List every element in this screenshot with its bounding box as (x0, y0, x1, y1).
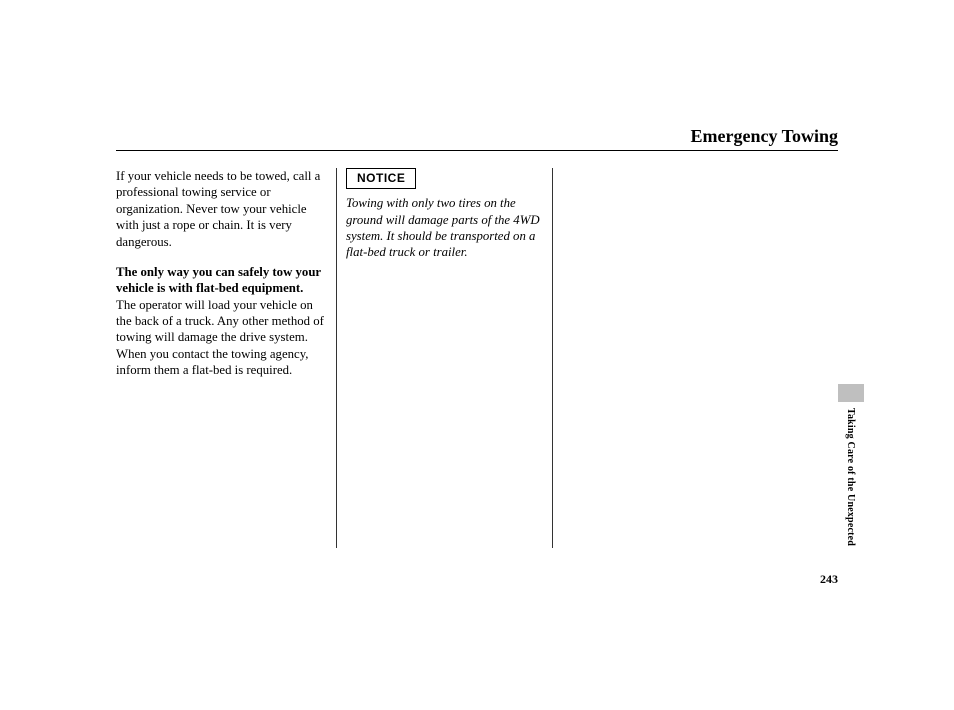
content-columns: If your vehicle needs to be towed, call … (116, 168, 838, 550)
column-2: NOTICE Towing with only two tires on the… (336, 168, 554, 550)
bold-lead: The only way you can safely tow your veh… (116, 265, 321, 295)
section-tab (838, 384, 864, 402)
page-number: 243 (820, 572, 838, 587)
column-1: If your vehicle needs to be towed, call … (116, 168, 334, 550)
notice-label-box: NOTICE (346, 168, 416, 189)
header-rule (116, 150, 838, 151)
column-divider (552, 168, 553, 548)
body-paragraph: The only way you can safely tow your veh… (116, 264, 324, 379)
column-divider (336, 168, 337, 548)
page-title: Emergency Towing (690, 126, 838, 147)
body-paragraph: If your vehicle needs to be towed, call … (116, 168, 324, 250)
section-side-label: Taking Care of the Unexpected (845, 408, 856, 546)
manual-page: Emergency Towing If your vehicle needs t… (0, 0, 954, 710)
body-text: The operator will load your vehicle on t… (116, 298, 324, 378)
notice-text: Towing with only two tires on the ground… (346, 195, 554, 261)
